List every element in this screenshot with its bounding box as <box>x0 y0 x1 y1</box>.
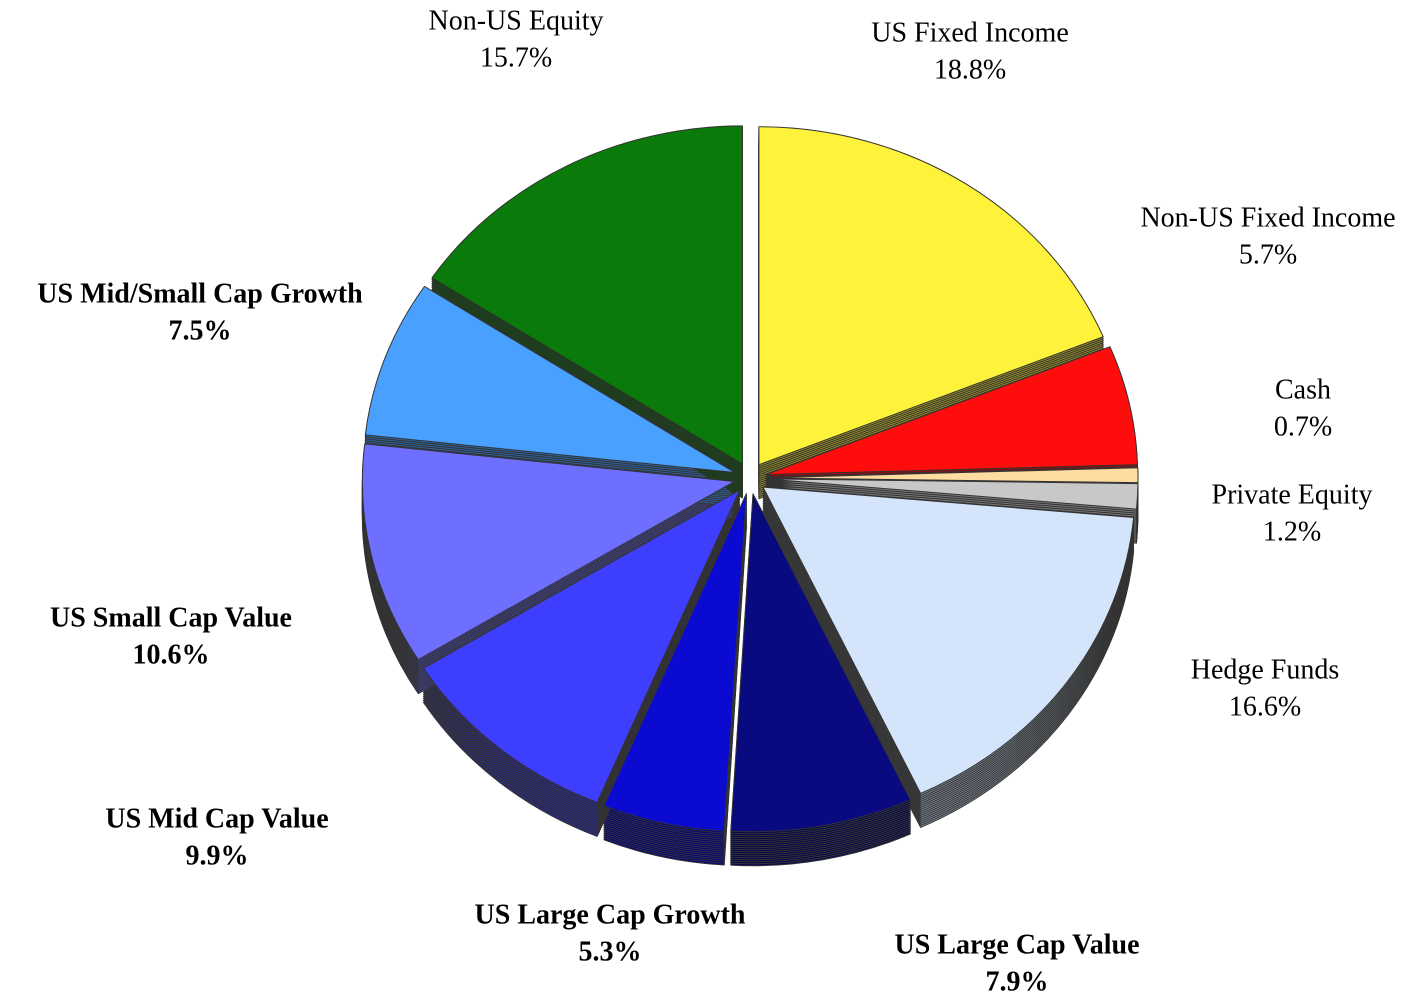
slice <box>364 285 736 474</box>
slice-value-label: 5.7% <box>1239 239 1297 270</box>
slice-value-label: 5.3% <box>579 936 642 967</box>
slice-label: Non-US Fixed Income <box>1140 202 1395 233</box>
slice-value-label: 7.5% <box>169 315 232 346</box>
slice <box>765 346 1138 476</box>
slice-tops <box>361 125 1139 833</box>
slice-value-label: 15.7% <box>480 42 552 73</box>
slice-label: US Mid/Small Cap Growth <box>37 278 363 309</box>
slice-value-label: 18.8% <box>934 54 1006 85</box>
slice-label: Hedge Funds <box>1191 654 1340 685</box>
slice <box>758 126 1104 466</box>
slice-value-label: 10.6% <box>133 639 210 670</box>
slice-label: Cash <box>1275 374 1331 405</box>
slice <box>431 125 743 465</box>
slice-value-label: 7.9% <box>986 966 1049 997</box>
slice <box>765 478 1139 510</box>
slice-label: US Large Cap Growth <box>475 899 746 930</box>
slice-label: Non-US Equity <box>429 5 604 36</box>
slice <box>422 489 741 803</box>
slice-value-label: 16.6% <box>1229 691 1301 722</box>
slice <box>730 493 911 833</box>
slice-value-label: 1.2% <box>1263 516 1321 547</box>
slice-label: US Small Cap Value <box>50 602 292 633</box>
slice-value-label: 9.9% <box>186 840 249 871</box>
slice-label: US Mid Cap Value <box>105 803 328 834</box>
slice <box>361 443 735 661</box>
slice-label: US Large Cap Value <box>894 929 1139 960</box>
slice-label: Private Equity <box>1212 479 1373 510</box>
slice <box>765 467 1139 484</box>
slice-label: US Fixed Income <box>871 17 1069 48</box>
slice <box>603 493 747 832</box>
slice-value-label: 0.7% <box>1274 411 1332 442</box>
slice <box>762 486 1135 794</box>
